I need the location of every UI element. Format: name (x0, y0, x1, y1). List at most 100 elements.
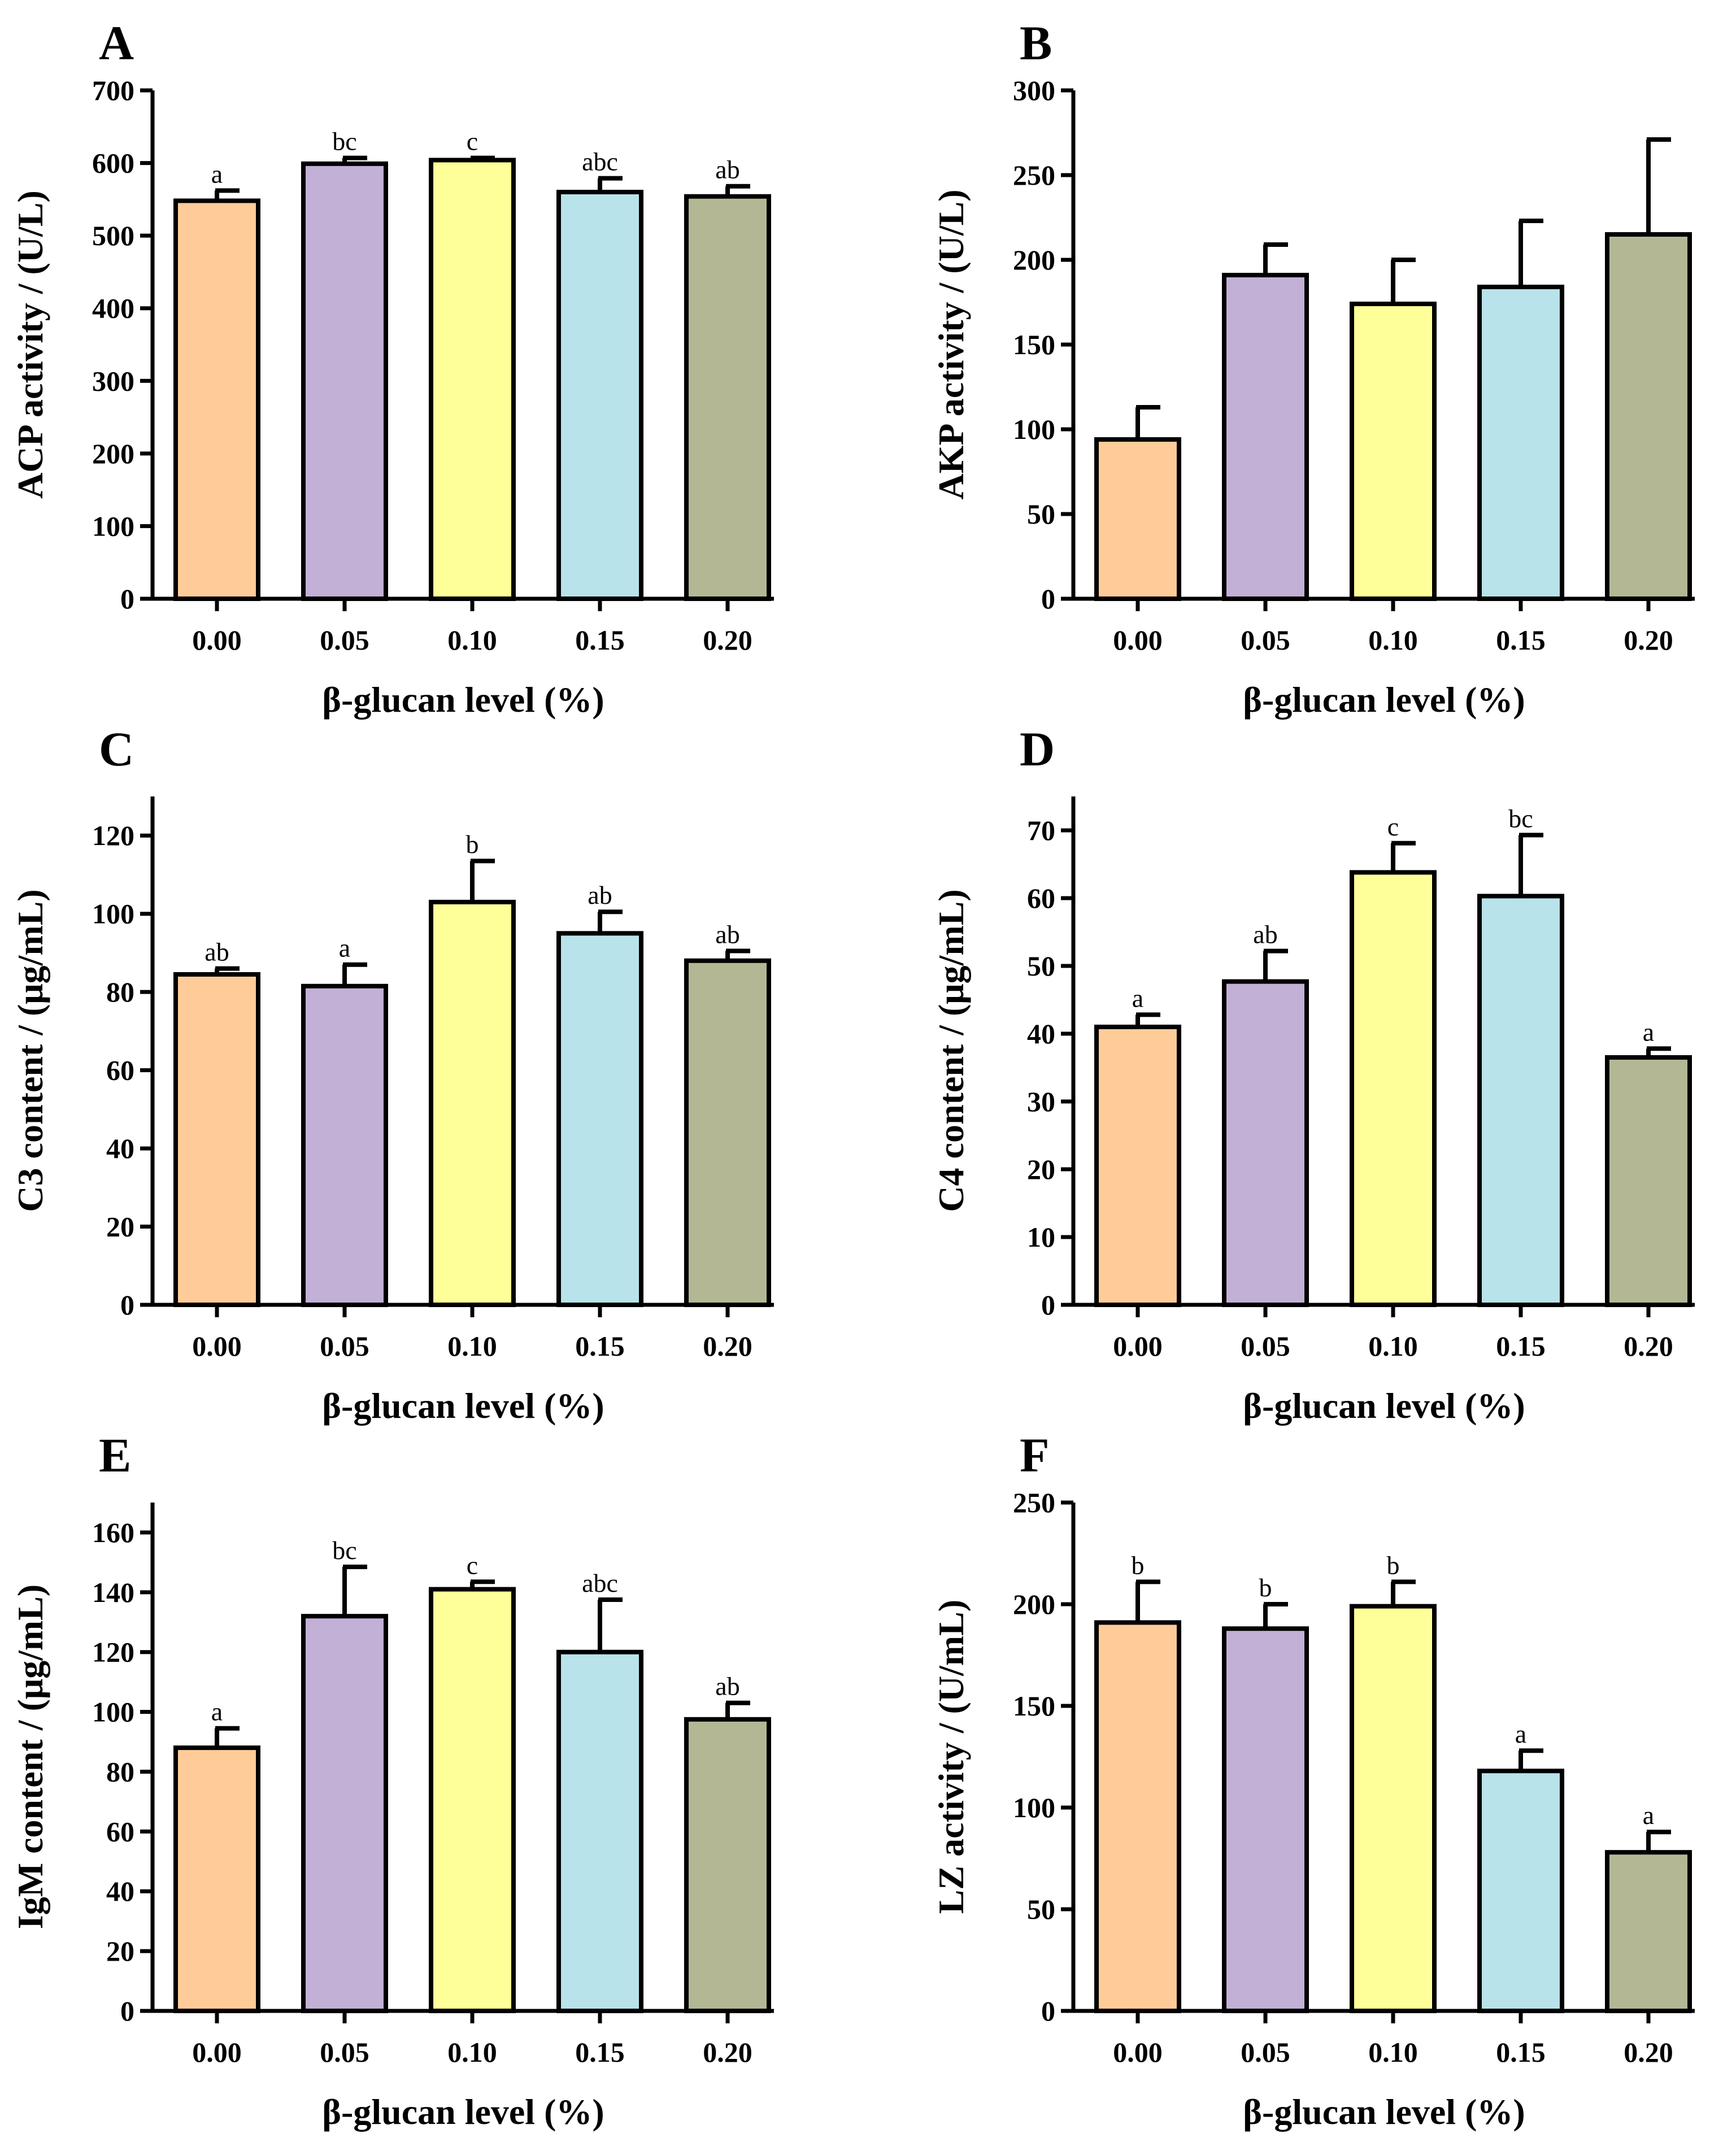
x-tick-label-c-3: 0.15 (575, 1330, 625, 1362)
x-tick-label-c-4: 0.20 (703, 1330, 752, 1362)
y-tick-label-c-6: 120 (92, 820, 134, 851)
y-tick-label-d-5: 50 (1027, 950, 1055, 982)
bar-f-2 (1350, 1604, 1437, 2014)
y-tick-label-f-0: 0 (1041, 1995, 1055, 2027)
bar-c-3 (556, 931, 643, 1308)
panel-b-letter: B (1020, 16, 1052, 70)
y-tick-label-b-0: 0 (1041, 583, 1055, 615)
sig-letter-e-4: ab (715, 1672, 739, 1701)
bar-e-2 (429, 1587, 516, 2013)
x-axis-title-e: β-glucan level (%) (322, 2092, 604, 2132)
x-tick-label-f-3: 0.15 (1496, 2036, 1546, 2068)
y-tick-label-b-4: 200 (1013, 244, 1055, 276)
sig-letter-e-0: a (211, 1697, 223, 1726)
y-tick-label-a-7: 700 (92, 75, 134, 106)
x-tick-label-d-1: 0.05 (1241, 1330, 1290, 1362)
sig-letter-d-0: a (1132, 983, 1143, 1012)
y-tick-label-b-3: 150 (1013, 329, 1055, 360)
sig-letter-c-0: ab (205, 938, 229, 966)
sig-letter-a-4: ab (715, 155, 739, 184)
bar-c-1 (301, 983, 388, 1308)
x-tick-label-a-4: 0.20 (703, 624, 752, 656)
y-tick-label-e-2: 40 (106, 1875, 134, 1907)
x-tick-label-e-4: 0.20 (703, 2036, 752, 2068)
x-axis-title-b: β-glucan level (%) (1243, 680, 1525, 720)
x-tick-label-a-0: 0.00 (192, 624, 242, 656)
y-tick-label-e-7: 140 (92, 1577, 134, 1608)
sig-letter-d-2: c (1387, 812, 1399, 841)
x-tick-label-b-4: 0.20 (1624, 624, 1673, 656)
y-axis-title-b: AKP activity / (U/L) (931, 189, 971, 499)
bar-f-4 (1605, 1850, 1692, 2013)
y-tick-label-e-6: 120 (92, 1636, 134, 1668)
sig-letter-c-2: b (466, 830, 479, 859)
bar-a-0 (173, 198, 260, 601)
y-tick-label-a-2: 200 (92, 438, 134, 469)
y-tick-label-b-1: 50 (1027, 498, 1055, 530)
sig-letter-a-0: a (211, 159, 223, 188)
y-tick-label-a-0: 0 (120, 583, 134, 615)
sig-letter-a-3: abc (582, 147, 618, 176)
y-tick-label-d-0: 0 (1041, 1289, 1055, 1321)
x-tick-label-c-2: 0.10 (447, 1330, 497, 1362)
sig-letter-d-1: ab (1253, 920, 1277, 949)
sig-letter-f-4: a (1643, 1801, 1654, 1830)
panel-c-letter: C (99, 722, 134, 776)
sig-letter-f-2: b (1387, 1551, 1400, 1579)
y-axis-title-d: C4 content / (μg/mL) (931, 889, 971, 1212)
panel-f-letter: F (1020, 1428, 1050, 1482)
x-tick-label-b-2: 0.10 (1368, 624, 1418, 656)
x-tick-label-a-2: 0.10 (447, 624, 497, 656)
bar-d-1 (1222, 979, 1309, 1307)
panel-a: Aa 0.00 bc 0.05 c 0.10 abc 0.15 ab 0.20 0 100 200 300… (10, 16, 774, 720)
sig-letter-c-4: ab (715, 920, 739, 948)
x-axis-title-c: β-glucan level (%) (322, 1386, 604, 1426)
y-axis-title-c: C3 content / (μg/mL) (10, 889, 50, 1212)
x-tick-label-a-1: 0.05 (320, 624, 369, 656)
y-tick-label-a-5: 500 (92, 220, 134, 251)
bar-a-1 (301, 161, 388, 602)
y-tick-label-e-3: 60 (106, 1815, 134, 1847)
y-tick-label-d-2: 20 (1027, 1153, 1055, 1185)
y-tick-label-f-1: 50 (1027, 1893, 1055, 1925)
sig-letter-d-4: a (1643, 1017, 1654, 1046)
bar-e-4 (684, 1717, 771, 2013)
bar-f-3 (1477, 1769, 1564, 2013)
x-tick-label-c-0: 0.00 (192, 1330, 242, 1362)
y-tick-label-e-8: 160 (92, 1517, 134, 1548)
bar-d-4 (1605, 1055, 1692, 1307)
bar-f-1 (1222, 1626, 1309, 2013)
bar-b-1 (1222, 273, 1309, 601)
y-tick-label-d-1: 10 (1027, 1221, 1055, 1253)
y-tick-label-e-0: 0 (120, 1995, 134, 2027)
bar-a-2 (429, 158, 516, 601)
x-tick-label-d-3: 0.15 (1496, 1330, 1546, 1362)
x-tick-label-a-3: 0.15 (575, 624, 625, 656)
x-tick-label-d-4: 0.20 (1624, 1330, 1673, 1362)
y-tick-label-e-1: 20 (106, 1935, 134, 1967)
bar-a-4 (684, 194, 771, 601)
y-tick-label-a-1: 100 (92, 510, 134, 542)
bar-b-2 (1350, 302, 1437, 601)
sig-letter-f-3: a (1515, 1719, 1526, 1748)
sig-letter-e-1: bc (332, 1536, 356, 1565)
x-tick-label-f-4: 0.20 (1624, 2036, 1673, 2068)
y-axis-title-f: LZ activity / (U/mL) (931, 1600, 971, 1914)
sig-letter-e-2: c (467, 1551, 478, 1579)
y-tick-label-d-3: 30 (1027, 1086, 1055, 1117)
y-tick-label-e-5: 100 (92, 1696, 134, 1728)
bar-d-2 (1350, 870, 1437, 1307)
x-tick-label-d-0: 0.00 (1113, 1330, 1163, 1362)
x-tick-label-f-2: 0.10 (1368, 2036, 1418, 2068)
bar-a-3 (556, 190, 643, 601)
x-axis-title-a: β-glucan level (%) (322, 680, 604, 720)
panel-c: Cab 0.00 a 0.05 b 0.10 ab 0.15 ab 0.20 0 20 40 60 80 10… (10, 722, 774, 1426)
x-tick-label-b-0: 0.00 (1113, 624, 1163, 656)
y-tick-label-e-4: 80 (106, 1756, 134, 1787)
y-tick-label-d-6: 60 (1027, 882, 1055, 914)
bar-b-4 (1605, 232, 1692, 601)
x-tick-label-d-2: 0.10 (1368, 1330, 1418, 1362)
bar-c-2 (429, 899, 516, 1307)
x-tick-label-b-3: 0.15 (1496, 624, 1546, 656)
